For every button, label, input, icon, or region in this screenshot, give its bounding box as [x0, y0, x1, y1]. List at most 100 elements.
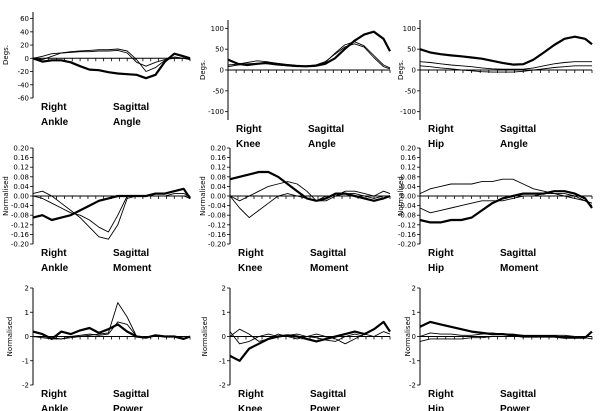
y-tick-label: -50: [405, 87, 416, 95]
y-tick-label: -1: [219, 357, 226, 365]
y-tick-label: 0: [222, 333, 226, 341]
series-line-1: [419, 35, 593, 66]
y-tick-label: -2: [219, 382, 226, 390]
y-axis-label: Degs.: [2, 45, 10, 65]
panel-1: -60 -40 -20 0 20 40 60 Degs. Right Ankle Sagittal A…: [2, 12, 191, 128]
panel-label: Hip: [428, 263, 444, 274]
series-line-1: [229, 320, 391, 362]
y-axis-label: Normalised: [404, 317, 412, 357]
panel-label: Right: [428, 248, 454, 259]
y-tick-label: 100: [403, 25, 416, 33]
y-tick-label: -0.16: [11, 231, 30, 239]
y-tick-label: -0.16: [398, 231, 417, 239]
panel-label: Right: [238, 248, 264, 259]
panel-label: Moment: [500, 263, 539, 274]
series-line-1: [32, 52, 191, 80]
panel-label: Sagittal: [113, 102, 149, 113]
panel-label: Hip: [428, 404, 444, 411]
series-line-3: [419, 193, 593, 214]
y-tick-label: 0.12: [13, 164, 29, 172]
panel-label: Angle: [500, 139, 528, 150]
y-tick-label: -60: [18, 95, 29, 103]
y-axis-label: Normalised: [199, 176, 207, 216]
panel-8: -2 -1 0 1 2 Normalised Right Knee Sagittal Power: [201, 285, 391, 411]
y-axis-label: Normalised: [6, 317, 14, 357]
panel-label: Right: [41, 248, 67, 259]
panel-5: -0.20-0.16-0.12-0.08-0.040.000.040.080.1…: [199, 145, 391, 274]
panel-label: Power: [113, 404, 143, 411]
y-tick-label: 0.00: [13, 193, 29, 201]
y-tick-label: -0.20: [208, 241, 226, 249]
panel-7: -2 -1 0 1 2 Normalised Right Ankle Sagittal Power: [6, 285, 191, 411]
y-axis-label: Degs.: [397, 60, 405, 80]
series-line-3: [419, 334, 593, 342]
y-tick-label: 1: [222, 309, 226, 317]
panel-4: -0.20-0.16-0.12-0.08-0.040.000.040.080.1…: [2, 145, 191, 274]
series-line-2: [419, 61, 592, 70]
panel-label: Hip: [428, 139, 444, 150]
panel-label: Moment: [113, 263, 152, 274]
y-tick-label: 0.04: [13, 183, 29, 191]
series-line-3: [229, 331, 390, 345]
y-tick-label: -1: [22, 357, 29, 365]
y-tick-label: 0: [25, 333, 29, 341]
y-tick-label: 0.20: [400, 145, 416, 153]
y-tick-label: 0.16: [400, 154, 416, 162]
y-tick-label: 1: [25, 309, 29, 317]
panel-label: Sagittal: [500, 124, 536, 135]
y-tick-label: -0.08: [11, 212, 29, 220]
y-tick-label: -2: [409, 382, 416, 390]
y-tick-label: 0.16: [210, 154, 226, 162]
y-tick-label: -0.12: [398, 221, 416, 229]
panel-9: -2 -1 0 1 2 Normalised Right Hip Sagittal Power: [404, 285, 593, 411]
y-axis-label: Normalised: [2, 176, 10, 216]
y-tick-label: 0.16: [13, 154, 29, 162]
panel-label: Moment: [310, 263, 349, 274]
y-tick-label: 2: [412, 285, 416, 293]
y-axis-label: Degs.: [199, 60, 207, 80]
series-line-3: [32, 195, 191, 233]
panel-label: Angle: [113, 117, 141, 128]
y-axis-label: Normalised: [397, 176, 405, 216]
y-tick-label: 50: [407, 46, 416, 54]
panel-label: Angle: [308, 139, 336, 150]
series-line-1: [419, 190, 593, 224]
panel-label: Right: [41, 102, 67, 113]
panel-label: Right: [428, 389, 454, 400]
series-line-3: [32, 48, 191, 72]
y-tick-label: 100: [211, 25, 224, 33]
y-tick-label: -0.20: [398, 241, 416, 249]
panel-label: Ankle: [41, 404, 69, 411]
y-tick-label: -40: [18, 81, 29, 89]
y-tick-label: 0: [220, 67, 224, 75]
panel-3: -100 -50 0 50 100 Degs. Right Hip Sagittal Angle: [397, 20, 593, 150]
panel-label: Knee: [238, 404, 263, 411]
y-tick-label: 0: [412, 333, 416, 341]
panel-label: Sagittal: [500, 389, 536, 400]
y-tick-label: -0.08: [398, 212, 416, 220]
y-tick-label: -0.04: [398, 202, 417, 210]
series-line-3: [33, 321, 190, 340]
y-tick-label: 0.04: [400, 183, 416, 191]
y-tick-label: -2: [22, 382, 29, 390]
panel-label: Power: [310, 404, 340, 411]
y-tick-label: -0.16: [208, 231, 227, 239]
panel-2: -100 -50 0 50 100 Degs. Right Knee Sagittal Angle: [199, 20, 391, 150]
y-tick-label: 20: [20, 42, 29, 50]
panel-label: Sagittal: [500, 248, 536, 259]
y-tick-label: -20: [18, 68, 29, 76]
y-tick-label: -0.04: [208, 202, 227, 210]
y-tick-label: 0.12: [210, 164, 226, 172]
y-tick-label: 2: [222, 285, 226, 293]
panel-label: Sagittal: [308, 124, 344, 135]
y-tick-label: 0: [25, 55, 29, 63]
panel-label: Ankle: [41, 117, 69, 128]
y-axis-label: Normalised: [201, 317, 209, 357]
series-line-1: [419, 320, 593, 339]
series-line-2: [32, 302, 190, 340]
y-tick-label: -0.12: [11, 221, 29, 229]
panel-label: Power: [500, 404, 530, 411]
y-tick-label: 40: [20, 28, 29, 36]
y-tick-label: 0.08: [210, 173, 226, 181]
series-line-2: [229, 181, 391, 202]
